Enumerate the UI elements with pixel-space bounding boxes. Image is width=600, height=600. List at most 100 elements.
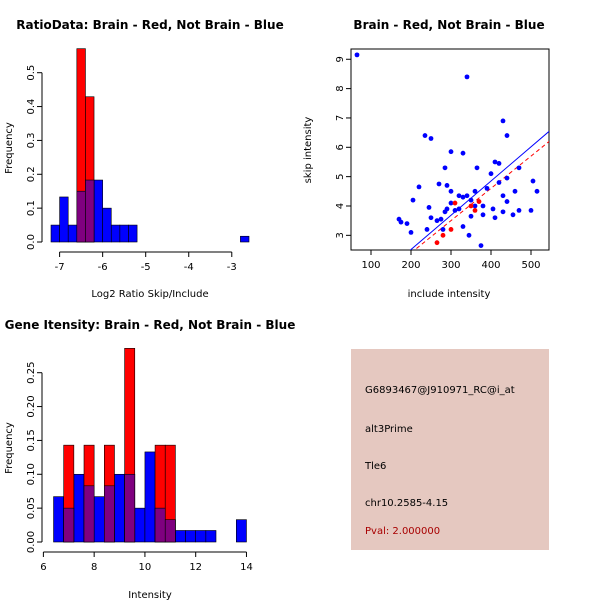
scatter-y-tick-label: 4 — [335, 203, 346, 209]
gene-intensity-not-brain-bar — [236, 519, 247, 543]
scatter-y-tick-label: 5 — [335, 173, 346, 179]
not-brain-point — [504, 175, 510, 181]
scatter-y-tick-label: 7 — [335, 115, 346, 121]
ratio-histogram-y-tick-label: 0.0 — [26, 234, 37, 250]
gene-intensity-not-brain-bar — [195, 530, 207, 543]
not-brain-point — [496, 180, 502, 185]
scatter-x-label: include intensity — [408, 289, 491, 300]
gene-intensity-x-tick-label: 10 — [139, 562, 152, 573]
scatter-x-tick-label: 200 — [401, 260, 420, 271]
not-brain-point — [460, 150, 466, 156]
scatter-y-tick-label: 6 — [335, 144, 346, 150]
not-brain-point — [442, 165, 448, 171]
brain-point — [472, 207, 478, 213]
ratio-histogram-not-brain-bar — [50, 224, 60, 243]
gene-intensity-not-brain-bar — [185, 530, 196, 543]
not-brain-point — [484, 185, 490, 191]
ratio-histogram-x-tick-label: -7 — [55, 262, 65, 273]
pval-text: Pval: 2.000000 — [365, 526, 441, 537]
gene-intensity-not-brain-bar — [134, 507, 146, 543]
not-brain-point — [464, 74, 470, 80]
scatter-x-tick-label: 400 — [481, 260, 500, 271]
gene-intensity-overlap-bar — [124, 473, 136, 543]
scatter-title: Brain - Red, Not Brain - Blue — [353, 18, 544, 32]
intensity-scatter-panel: Brain - Red, Not Brain - Blue 100 200 300 4… — [303, 18, 550, 300]
gene-intensity-y-tick-label: 0.10 — [26, 463, 37, 485]
ratio-histogram-not-brain-bar — [102, 207, 112, 243]
not-brain-point — [404, 221, 410, 226]
ratio-histogram-overlap-bar — [85, 179, 95, 243]
gene-intensity-x-ticks: 6 8 10 12 14 — [40, 552, 253, 573]
ratio-histogram-y-tick-label: 0.3 — [26, 132, 37, 148]
not-brain-point — [448, 188, 454, 194]
scatter-points — [354, 52, 540, 248]
not-brain-point — [448, 149, 454, 155]
not-brain-point — [444, 183, 450, 188]
not-brain-point — [468, 197, 474, 203]
not-brain-point — [460, 224, 466, 229]
scatter-plot-box — [350, 48, 550, 251]
not-brain-point — [448, 200, 454, 206]
ratio-histogram-title: RatioData: Brain - Red, Not Brain - Blue — [16, 18, 283, 32]
gene-intensity-y-tick-label: 0.25 — [26, 362, 37, 384]
ratio-histogram-not-brain-bar — [119, 224, 129, 243]
not-brain-point — [422, 133, 428, 138]
gene-intensity-not-brain-bar — [175, 530, 186, 543]
not-brain-point — [466, 232, 472, 238]
scatter-y-label: skip intensity — [303, 117, 314, 184]
not-brain-point — [444, 206, 450, 212]
gene-intensity-histogram-title: Gene Itensity: Brain - Red, Not Brain - … — [5, 318, 296, 332]
gene-intensity-not-brain-bar — [144, 451, 156, 543]
gene-intensity-y-tick-label: 0.15 — [26, 429, 37, 451]
not-brain-point — [426, 205, 432, 210]
brain-point — [452, 200, 458, 206]
scatter-y-tick-label: 9 — [335, 56, 346, 62]
not-brain-point — [472, 188, 478, 194]
not-brain-point — [512, 188, 518, 194]
not-brain-point — [456, 193, 462, 199]
not-brain-point — [468, 213, 474, 219]
gene-intensity-y-tick-label: 0.20 — [26, 395, 37, 417]
not-brain-point — [416, 184, 422, 190]
ratio-histogram-overlap-bar — [76, 190, 86, 243]
ratio-histogram-not-brain-bar — [67, 224, 78, 243]
not-brain-fit-line — [409, 130, 549, 250]
brain-point — [434, 240, 440, 246]
brain-point — [476, 199, 482, 204]
gene-intensity-y-ticks: 0.00 0.05 0.10 0.15 0.20 0.25 — [26, 362, 42, 553]
gene-intensity-overlap-bar — [83, 485, 95, 543]
not-brain-point — [496, 161, 502, 166]
gene-intensity-not-brain-bar — [53, 496, 64, 543]
not-brain-point — [424, 227, 430, 232]
ratio-histogram-not-brain-bar — [59, 196, 69, 243]
not-brain-point — [504, 199, 510, 204]
gene-intensity-x-tick-label: 6 — [40, 562, 46, 573]
not-brain-point — [438, 216, 444, 222]
ratio-histogram-x-tick-label: -3 — [227, 262, 237, 273]
ratio-histogram-overlap-bars — [76, 179, 95, 243]
not-brain-point — [530, 178, 536, 184]
brain-fit-line — [413, 140, 549, 250]
scatter-x-ticks: 100 200 300 400 500 — [361, 250, 541, 271]
gene-intensity-y-tick-label: 0.00 — [26, 531, 37, 553]
gene-intensity-not-brain-bar — [73, 473, 85, 543]
not-brain-point — [428, 215, 434, 221]
not-brain-point — [452, 207, 458, 213]
not-brain-point — [492, 159, 498, 165]
not-brain-point — [500, 118, 506, 124]
not-brain-point — [474, 165, 480, 171]
gene-intensity-overlap-bar — [164, 519, 176, 543]
ratio-histogram-y-tick-label: 0.4 — [26, 99, 37, 115]
scatter-x-tick-label: 300 — [441, 260, 460, 271]
not-brain-point — [472, 203, 478, 209]
probe-id-text: G6893467@J910971_RC@i_at — [365, 385, 515, 396]
gene-intensity-y-tick-label: 0.05 — [26, 497, 37, 519]
not-brain-point — [510, 212, 516, 218]
probe-info-panel: G6893467@J910971_RC@i_at alt3Prime Tle6 … — [351, 349, 549, 550]
scatter-y-tick-label: 3 — [335, 232, 346, 238]
not-brain-point — [460, 194, 466, 200]
scatter-x-tick-label: 100 — [361, 260, 380, 271]
not-brain-point — [504, 133, 510, 138]
gene-intensity-not-brain-bar — [114, 473, 125, 543]
